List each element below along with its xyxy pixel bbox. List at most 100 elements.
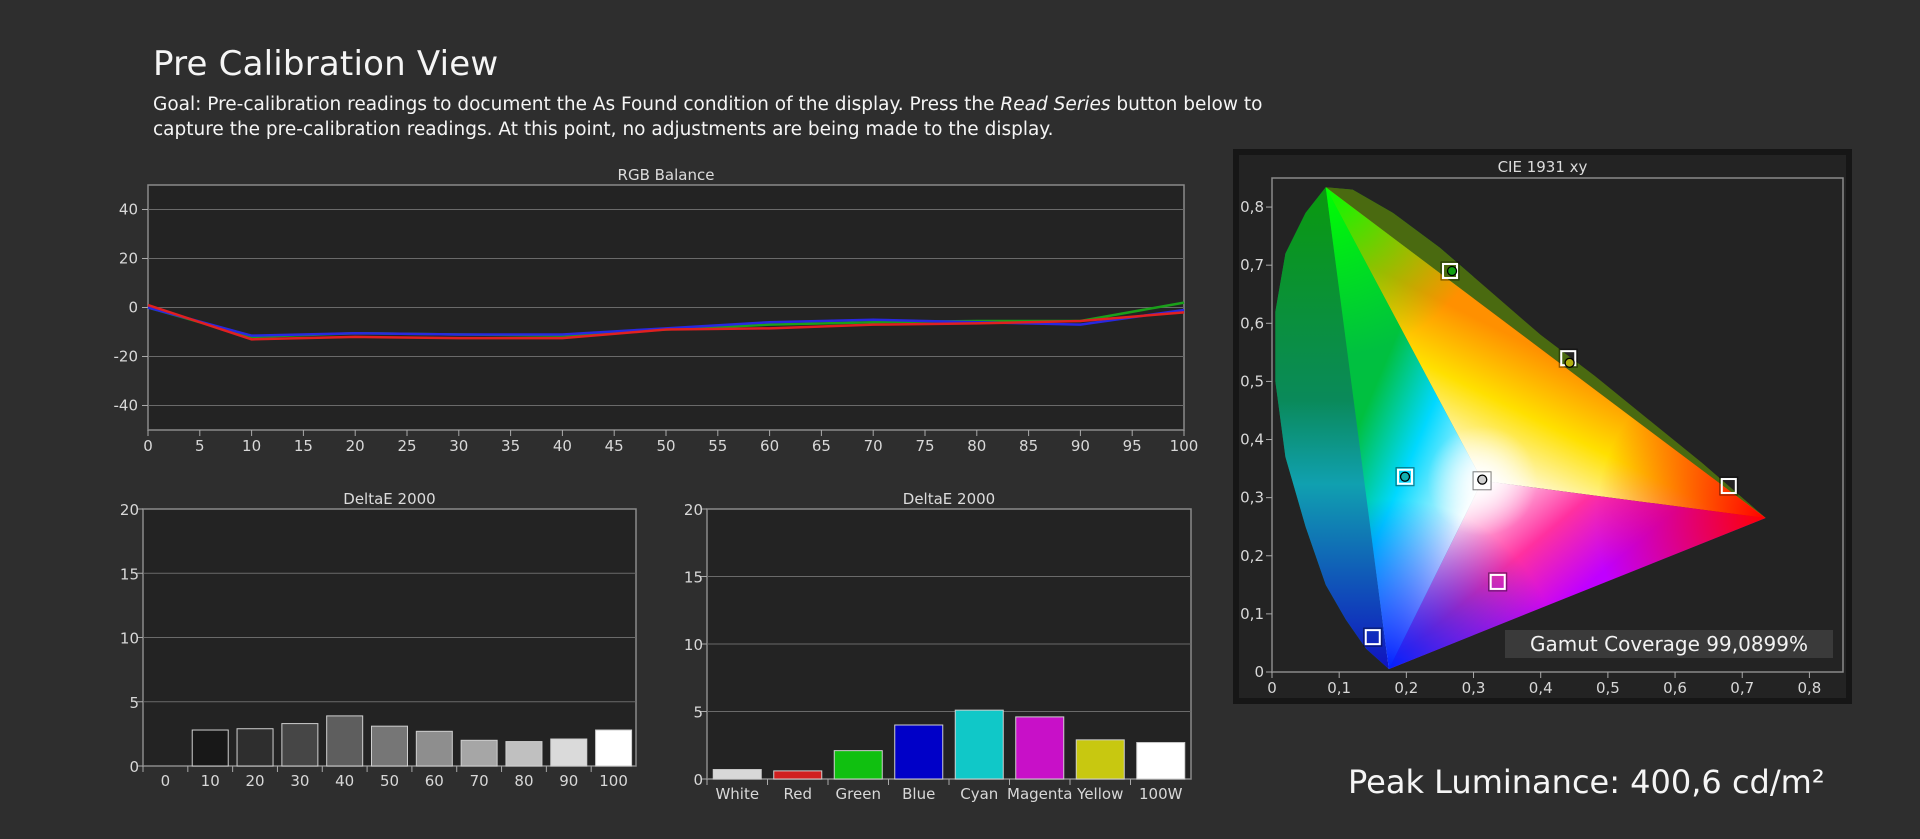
rgb-x-tick-label: 10 (242, 437, 261, 455)
rgb-x-tick-label: 40 (553, 437, 572, 455)
de-gray-y-tick-label: 0 (129, 758, 139, 776)
de-color-x-tick-label: White (715, 785, 759, 803)
de-gray-chart-title: DeltaE 2000 (343, 490, 435, 508)
rgb-x-tick-label: 85 (1019, 437, 1038, 455)
cie-target-marker (1474, 472, 1491, 489)
read-series-emphasis: Read Series (1000, 94, 1111, 115)
cie-measured-point (1477, 474, 1488, 485)
de-color-bar (1015, 716, 1065, 780)
de-color-bar (712, 769, 762, 780)
cie-measured-point (1564, 357, 1575, 368)
de-gray-bar (505, 741, 543, 767)
rgb-x-tick-label: 20 (346, 437, 365, 455)
rgb-x-tick-label: 80 (967, 437, 986, 455)
cie-corner-glow (1325, 187, 1766, 670)
rgb-x-tick-label: 15 (294, 437, 313, 455)
de-gray-x-tick-label: 80 (514, 772, 533, 790)
de-color-bar (954, 709, 1004, 780)
rgb-x-tick-label: 45 (605, 437, 624, 455)
de-color-bar (1075, 739, 1125, 780)
de-color-x-tick-label: 100W (1139, 785, 1183, 803)
de-gray-y-tick-label: 15 (120, 565, 139, 583)
rgb-x-tick-label: 55 (708, 437, 727, 455)
cie-y-tick-label: 0,8 (1240, 198, 1264, 216)
rgb-x-tick-label: 95 (1123, 437, 1142, 455)
de-color-bar (894, 724, 944, 780)
cie-y-tick-label: 0,5 (1240, 372, 1264, 390)
de-gray-y-tick-label: 20 (120, 501, 139, 519)
rgb-x-tick-label: 5 (195, 437, 205, 455)
cie-y-tick-label: 0,2 (1240, 547, 1264, 565)
de-gray-x-tick-label: 60 (425, 772, 444, 790)
de-color-x-tick-label: Red (784, 785, 813, 803)
cie-x-tick-label: 0 (1267, 679, 1277, 697)
cie-y-tick-label: 0,3 (1240, 489, 1264, 507)
rgb-y-tick-label: -20 (114, 348, 139, 366)
de-gray-x-tick-label: 50 (380, 772, 399, 790)
cie-target-marker (1720, 478, 1737, 495)
rgb-series-line-2 (147, 303, 1185, 341)
de-gray-x-tick-label: 20 (245, 772, 264, 790)
cie-y-tick-label: 0,7 (1240, 256, 1264, 274)
de-color-x-tick-label: Cyan (960, 785, 998, 803)
rgb-x-tick-label: 60 (760, 437, 779, 455)
cie-y-tick-label: 0 (1254, 663, 1264, 681)
de-gray-y-tick-label: 5 (129, 694, 139, 712)
rgb-x-tick-label: 65 (812, 437, 831, 455)
rgb-x-tick-label: 90 (1071, 437, 1090, 455)
rgb-x-tick-label: 25 (397, 437, 416, 455)
cie-target-marker (1489, 573, 1506, 590)
rgb-y-tick-label: -40 (114, 397, 139, 415)
de-color-x-tick-label: Blue (902, 785, 935, 803)
de-color-y-tick-label: 20 (684, 501, 703, 519)
cie-target-marker-outline (1488, 572, 1508, 592)
peak-luminance: Peak Luminance: 400,6 cd/m² (1348, 763, 1825, 801)
cie-measured-point (1446, 265, 1458, 277)
cie-x-tick-label: 0,6 (1663, 679, 1687, 697)
cie-x-tick-label: 0,7 (1730, 679, 1754, 697)
rgb-x-tick-label: 100 (1170, 437, 1199, 455)
de-gray-x-tick-label: 90 (559, 772, 578, 790)
de-gray-x-tick-label: 10 (201, 772, 220, 790)
cie-target-marker-outline (1472, 471, 1492, 491)
de-gray-y-tick-label: 10 (120, 630, 139, 648)
de-gray-bar (460, 739, 498, 767)
rgb-x-tick-label: 75 (915, 437, 934, 455)
cie-x-tick-label: 0,1 (1327, 679, 1351, 697)
goal-text-part2: button below to capture the pre-calibrat… (153, 94, 1263, 140)
rgb-x-tick-label: 0 (143, 437, 153, 455)
rgb-y-tick-label: 0 (128, 299, 138, 317)
cie-target-marker (1364, 629, 1381, 646)
de-gray-bar (281, 723, 319, 767)
de-gray-bar (415, 730, 453, 767)
de-gray-bar (191, 729, 229, 767)
cie-x-tick-label: 0,3 (1462, 679, 1486, 697)
gamut-coverage-label: Gamut Coverage 99,0899% (1530, 632, 1808, 656)
de-gray-bar (236, 728, 274, 767)
goal-text: Goal: Pre-calibration readings to docume… (153, 92, 1303, 142)
de-color-x-tick-label: Magenta (1007, 785, 1072, 803)
de-gray-x-tick-label: 100 (599, 772, 628, 790)
de-color-bar (1136, 742, 1186, 780)
de-gray-x-tick-label: 0 (161, 772, 171, 790)
cie-x-tick-label: 0,5 (1596, 679, 1620, 697)
de-color-x-tick-label: Green (836, 785, 881, 803)
cie-y-tick-label: 0,4 (1240, 431, 1264, 449)
cie-y-tick-label: 0,1 (1240, 605, 1264, 623)
rgb-y-tick-label: 20 (119, 250, 138, 268)
cie-chart-title: CIE 1931 xy (1498, 158, 1588, 176)
cie-x-tick-label: 0,8 (1797, 679, 1821, 697)
de-gray-bar (326, 715, 364, 767)
de-gray-x-tick-label: 30 (290, 772, 309, 790)
de-color-y-tick-label: 0 (693, 771, 703, 789)
de-gray-bar (371, 725, 408, 767)
cie-x-tick-label: 0,4 (1529, 679, 1553, 697)
de-gray-bar (550, 738, 588, 767)
de-gray-x-tick-label: 40 (335, 772, 354, 790)
cie-measured-point (1399, 471, 1411, 482)
gamut-coverage-box (1505, 630, 1833, 658)
rgb-y-tick-label: 40 (119, 201, 138, 219)
page-title: Pre Calibration View (153, 44, 499, 84)
de-color-y-tick-label: 10 (684, 636, 703, 654)
